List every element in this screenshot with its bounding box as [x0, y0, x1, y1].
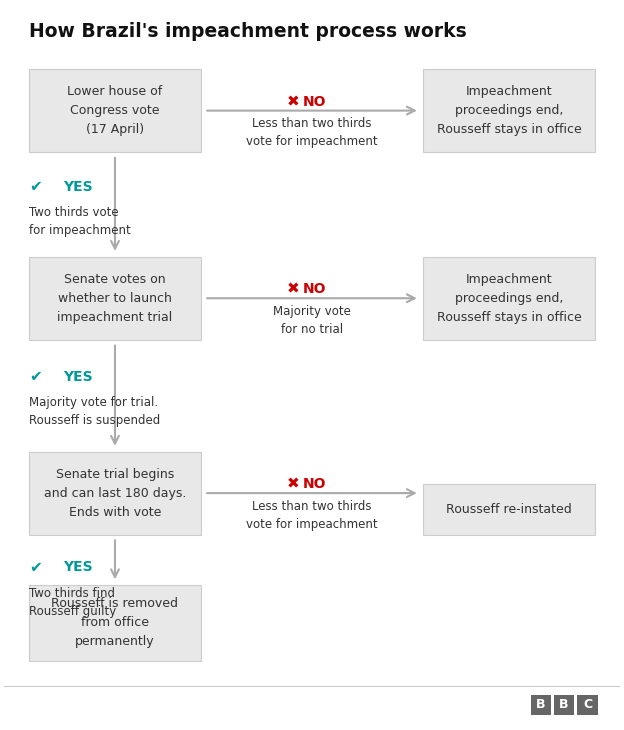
Text: Two thirds vote
for impeachment: Two thirds vote for impeachment	[29, 207, 130, 237]
Text: Two thirds find
Rousseff guilty: Two thirds find Rousseff guilty	[29, 586, 116, 618]
FancyBboxPatch shape	[554, 695, 574, 715]
Text: NO: NO	[303, 477, 326, 491]
Text: Impeachment
proceedings end,
Rousseff stays in office: Impeachment proceedings end, Rousseff st…	[437, 273, 582, 323]
Text: B: B	[559, 699, 569, 712]
Text: ✖: ✖	[287, 282, 300, 296]
Text: Senate trial begins
and can last 180 days.
Ends with vote: Senate trial begins and can last 180 day…	[44, 468, 186, 518]
Text: C: C	[583, 699, 592, 712]
Text: B: B	[536, 699, 545, 712]
Text: YES: YES	[62, 180, 92, 193]
Text: Senate votes on
whether to launch
impeachment trial: Senate votes on whether to launch impeac…	[57, 273, 173, 323]
Text: Lower house of
Congress vote
(17 April): Lower house of Congress vote (17 April)	[67, 85, 163, 136]
Text: ✖: ✖	[287, 477, 300, 491]
Text: NO: NO	[303, 95, 326, 109]
Text: ✔: ✔	[29, 180, 42, 194]
Text: How Brazil's impeachment process works: How Brazil's impeachment process works	[29, 22, 467, 41]
FancyBboxPatch shape	[577, 695, 598, 715]
FancyBboxPatch shape	[29, 452, 201, 534]
Text: Less than two thirds
vote for impeachment: Less than two thirds vote for impeachmen…	[246, 500, 378, 531]
FancyBboxPatch shape	[29, 69, 201, 152]
Text: NO: NO	[303, 283, 326, 296]
Text: Rousseff is removed
from office
permanently: Rousseff is removed from office permanen…	[52, 597, 178, 648]
Text: ✖: ✖	[287, 94, 300, 109]
Text: ✔: ✔	[29, 560, 42, 575]
FancyBboxPatch shape	[423, 257, 595, 339]
Text: Majority vote for trial.
Rousseff is suspended: Majority vote for trial. Rousseff is sus…	[29, 396, 160, 427]
FancyBboxPatch shape	[423, 484, 595, 534]
Text: Rousseff re-instated: Rousseff re-instated	[446, 503, 572, 516]
FancyBboxPatch shape	[423, 69, 595, 152]
Text: Less than two thirds
vote for impeachment: Less than two thirds vote for impeachmen…	[246, 118, 378, 148]
Text: YES: YES	[62, 369, 92, 383]
FancyBboxPatch shape	[530, 695, 551, 715]
Text: YES: YES	[62, 560, 92, 574]
Text: ✔: ✔	[29, 369, 42, 384]
Text: Majority vote
for no trial: Majority vote for no trial	[273, 305, 351, 336]
FancyBboxPatch shape	[29, 585, 201, 661]
FancyBboxPatch shape	[29, 257, 201, 339]
Text: Impeachment
proceedings end,
Rousseff stays in office: Impeachment proceedings end, Rousseff st…	[437, 85, 582, 136]
